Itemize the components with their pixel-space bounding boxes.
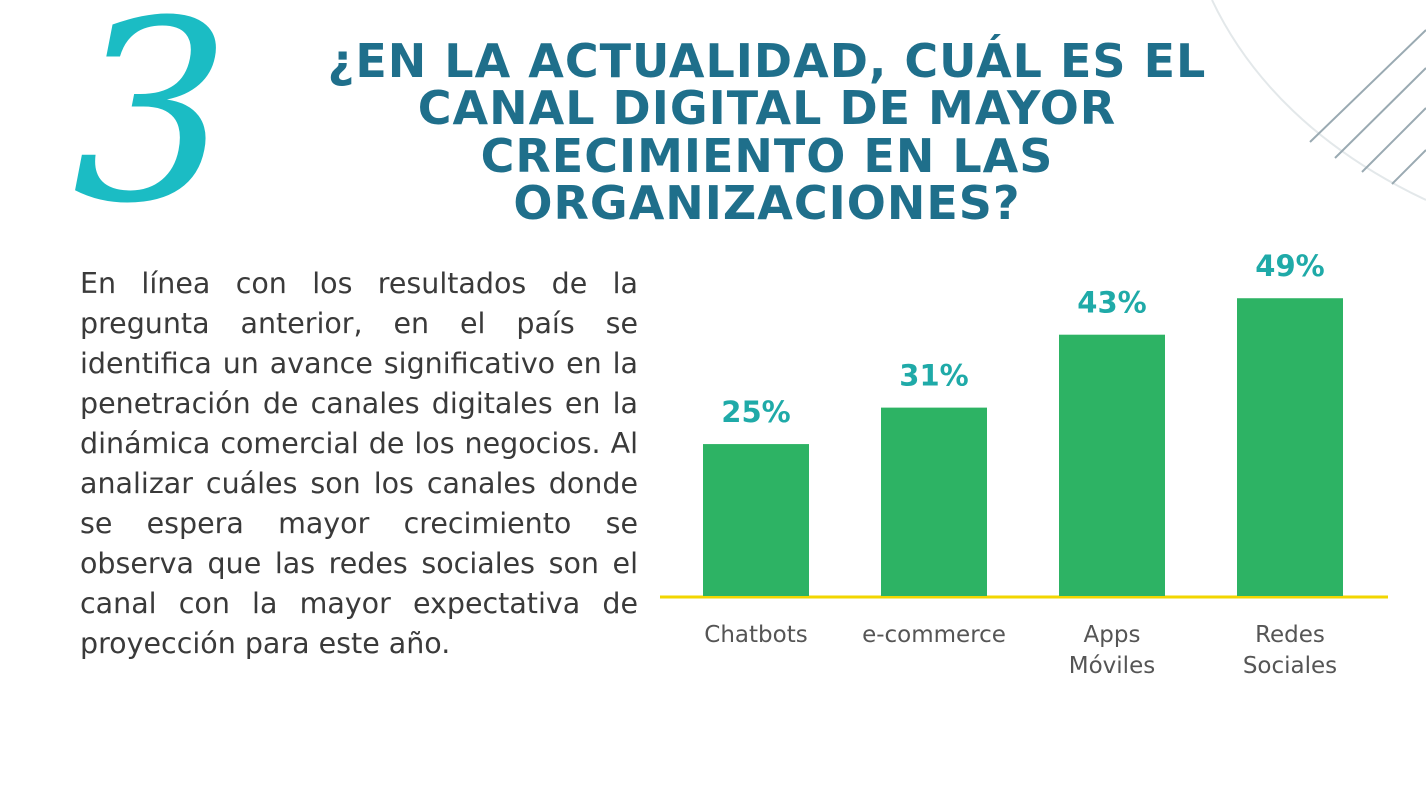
x-tick-label: Sociales <box>1243 653 1337 679</box>
bar <box>1059 334 1165 596</box>
decor-line <box>1334 67 1426 159</box>
x-tick-label: Chatbots <box>704 622 807 648</box>
x-tick-label: Móviles <box>1069 653 1155 679</box>
bar-value-label: 31% <box>899 359 968 393</box>
decor-arc <box>1211 0 1426 201</box>
bar <box>703 444 809 596</box>
decor-line <box>1391 149 1426 185</box>
page-title: ¿EN LA ACTUALIDAD, CUÁL ES EL CANAL DIGI… <box>327 34 1207 231</box>
bar-value-label: 43% <box>1077 286 1146 320</box>
x-tick-label: Apps <box>1084 622 1141 648</box>
bar-value-label: 49% <box>1255 249 1324 283</box>
question-number: 3 <box>72 0 232 258</box>
bar <box>1237 298 1343 596</box>
x-tick-label: Redes <box>1255 622 1325 648</box>
decor-line <box>1309 29 1426 143</box>
bar-value-label: 25% <box>721 395 790 429</box>
bar <box>881 407 987 596</box>
body-paragraph: En línea con los resultados de la pregun… <box>80 267 638 660</box>
bar-chart: 25% Chatbots 31% e-commerce 43% Apps Móviles 49… <box>660 249 1388 679</box>
x-tick-label: e-commerce <box>862 622 1006 648</box>
decor-line <box>1361 107 1426 173</box>
